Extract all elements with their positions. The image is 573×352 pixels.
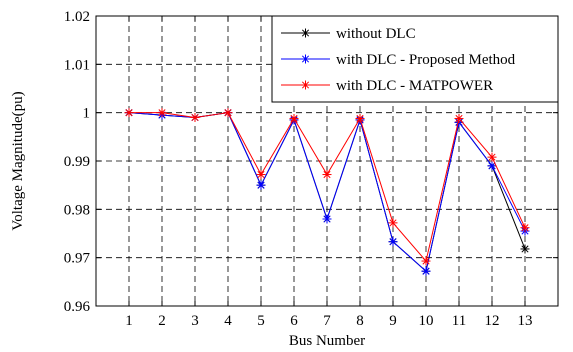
legend-label: with DLC - MATPOWER — [336, 78, 493, 94]
series-3 — [124, 108, 530, 266]
x-tick-label: 6 — [290, 313, 298, 329]
y-tick-label: 1 — [83, 106, 91, 122]
data-point — [289, 113, 299, 123]
legend-label: with DLC - Proposed Method — [336, 52, 516, 68]
data-point — [421, 266, 431, 276]
data-point — [421, 256, 431, 266]
y-tick-label: 0.97 — [64, 251, 91, 267]
x-tick-label: 10 — [419, 313, 434, 329]
x-tick-label: 11 — [452, 313, 466, 329]
legend: without DLC with DLC - Proposed Method wit… — [271, 15, 559, 103]
x-tick-label: 2 — [158, 313, 166, 329]
data-point — [256, 180, 266, 190]
x-tick-label: 13 — [518, 313, 533, 329]
series-group — [124, 108, 530, 276]
y-tick-label: 0.98 — [64, 202, 90, 218]
data-point — [520, 244, 530, 254]
y-axis-label: Voltage Magnitude(pu) — [10, 91, 26, 230]
x-tick-label: 12 — [485, 313, 500, 329]
y-tick-label: 0.99 — [64, 154, 90, 170]
data-point — [487, 161, 497, 171]
legend-entry: with DLC - MATPOWER — [281, 78, 493, 94]
x-tick-label: 9 — [389, 313, 397, 329]
data-point — [223, 108, 233, 118]
legend-marker — [301, 54, 310, 64]
legend-label: without DLC — [336, 26, 416, 42]
y-tick-label: 1.02 — [64, 9, 90, 25]
x-tick-label: 7 — [323, 313, 331, 329]
data-point — [256, 170, 266, 180]
x-tick-label: 3 — [191, 313, 199, 329]
data-point — [124, 108, 134, 118]
legend-entry: without DLC — [281, 26, 416, 42]
x-tick-label: 1 — [125, 313, 133, 329]
data-point — [454, 113, 464, 123]
data-point — [190, 113, 200, 122]
legend-marker — [301, 80, 310, 90]
data-point — [322, 170, 332, 180]
data-point — [355, 113, 365, 123]
data-point — [157, 108, 167, 118]
y-tick-label: 0.96 — [64, 299, 91, 315]
x-axis-label: Bus Number — [289, 333, 365, 349]
data-point — [322, 214, 332, 224]
x-tick-label: 8 — [356, 313, 364, 329]
grid — [96, 16, 558, 306]
x-tick-label: 4 — [224, 313, 232, 329]
data-point — [520, 223, 530, 233]
legend-entry: with DLC - Proposed Method — [281, 52, 516, 68]
x-tick-label: 5 — [257, 313, 265, 329]
axis-ticks: 1 2 3 4 5 6 7 8 9 10 11 12 130.960.970.980.9911.011.… — [64, 9, 558, 329]
data-point — [388, 218, 398, 228]
y-tick-label: 1.01 — [64, 57, 90, 73]
data-point — [388, 237, 398, 247]
legend-marker — [301, 28, 310, 38]
data-point — [487, 152, 497, 162]
